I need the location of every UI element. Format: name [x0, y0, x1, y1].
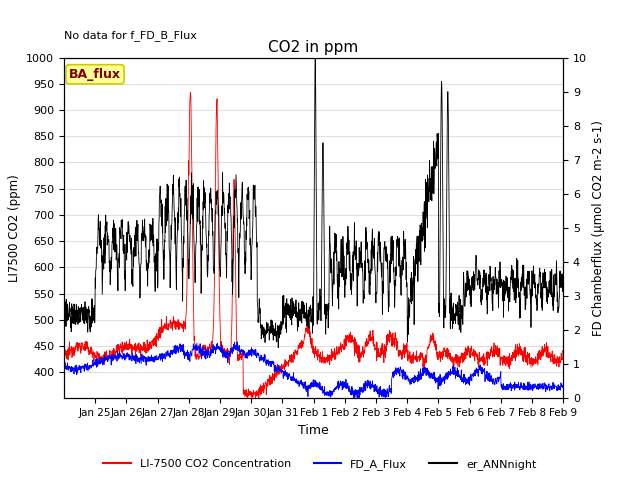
Legend: LI-7500 CO2 Concentration, FD_A_Flux, er_ANNnight: LI-7500 CO2 Concentration, FD_A_Flux, er…: [99, 455, 541, 474]
X-axis label: Time: Time: [298, 424, 329, 437]
Y-axis label: LI7500 CO2 (ppm): LI7500 CO2 (ppm): [8, 174, 20, 282]
Text: BA_flux: BA_flux: [69, 68, 121, 81]
Title: CO2 in ppm: CO2 in ppm: [268, 40, 359, 55]
Y-axis label: FD Chamberflux (μmol CO2 m-2 s-1): FD Chamberflux (μmol CO2 m-2 s-1): [593, 120, 605, 336]
Text: No data for f_FD_B_Flux: No data for f_FD_B_Flux: [64, 30, 197, 41]
